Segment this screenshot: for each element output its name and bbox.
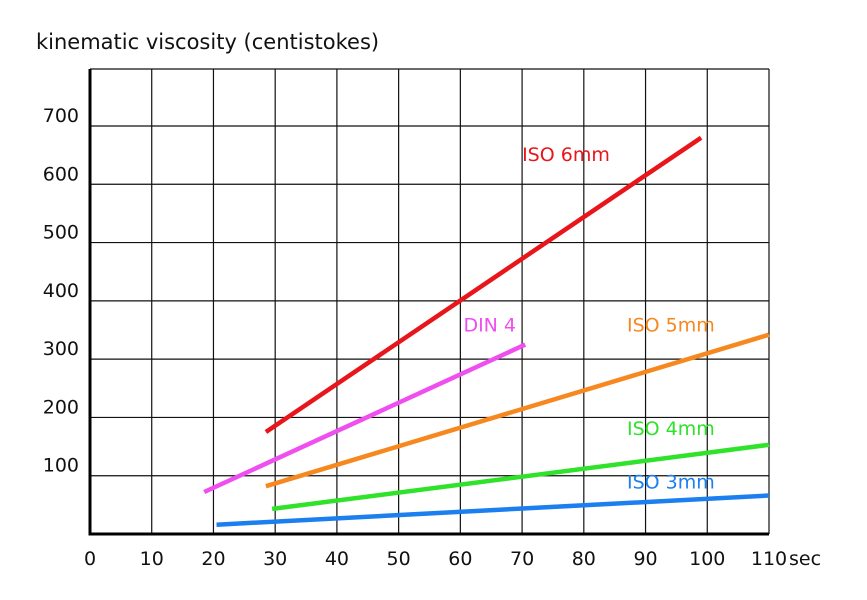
series-line-iso-6mm — [264, 135, 703, 434]
x-tick-label-30: 30 — [263, 548, 287, 570]
series-labels: ISO 6mm DIN 4 ISO 5mm ISO 4mm ISO 3mm — [463, 144, 714, 494]
x-tick-label-70: 70 — [510, 548, 534, 570]
x-tick-label-80: 80 — [572, 548, 596, 570]
x-tick-label-90: 90 — [633, 548, 657, 570]
series-line-iso-5mm — [265, 332, 770, 489]
series-label-din-4: DIN 4 — [463, 315, 516, 337]
series-lines — [203, 135, 770, 527]
x-tick-label-0: 0 — [84, 548, 96, 570]
x-unit-label: sec — [789, 548, 821, 570]
x-tick-label-50: 50 — [387, 548, 411, 570]
series-label-iso-5mm: ISO 5mm — [627, 315, 715, 337]
series-line-iso-3mm — [216, 493, 770, 527]
y-tick-label-200: 200 — [43, 396, 79, 418]
axes — [88, 69, 769, 536]
x-tick-label-110: 110 — [751, 548, 787, 570]
y-tick-label-600: 600 — [43, 163, 79, 185]
y-tick-label-700: 700 — [43, 105, 79, 127]
x-tick-label-20: 20 — [201, 548, 225, 570]
series-label-iso-3mm: ISO 3mm — [627, 472, 715, 494]
x-tick-label-60: 60 — [448, 548, 472, 570]
y-tick-label-300: 300 — [43, 338, 79, 360]
x-tick-labels: 0 10 20 30 40 50 60 70 80 90 100 110 sec — [84, 548, 821, 570]
y-tick-label-100: 100 — [43, 455, 79, 477]
series-line-iso-4mm — [271, 442, 770, 512]
y-tick-label-500: 500 — [43, 222, 79, 244]
y-tick-label-400: 400 — [43, 280, 79, 302]
y-tick-labels: 100 200 300 400 500 600 700 — [43, 105, 79, 477]
x-tick-label-40: 40 — [325, 548, 349, 570]
series-line-din-4 — [203, 342, 527, 495]
y-axis-title: kinematic viscosity (centistokes) — [36, 30, 380, 54]
series-label-iso-6mm: ISO 6mm — [522, 144, 610, 166]
grid — [90, 68, 770, 534]
x-tick-label-10: 10 — [140, 548, 164, 570]
series-label-iso-4mm: ISO 4mm — [627, 418, 715, 440]
x-tick-label-100: 100 — [689, 548, 725, 570]
